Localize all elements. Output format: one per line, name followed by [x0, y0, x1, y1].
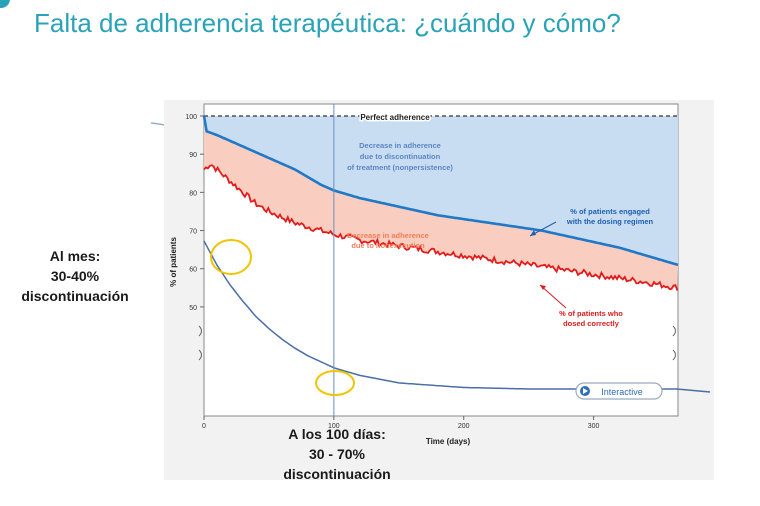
annotation-nonpersistence: of treatment (nonpersistence)	[347, 163, 453, 172]
y-tick-label: 60	[189, 267, 197, 274]
slide-title: Falta de adherencia terapéutica: ¿cuándo…	[34, 8, 621, 38]
annotation-dosed-series: dosed correctly	[563, 319, 620, 328]
x-tick-label: 200	[458, 423, 470, 430]
nonpersistence-area	[204, 116, 678, 265]
annotation-nonexecution: due to nonexecution	[351, 241, 425, 250]
annotation-nonpersistence: due to discontinuation	[360, 152, 441, 161]
interactive-label: Interactive	[601, 387, 643, 397]
y-tick-label: 90	[189, 152, 197, 159]
x-tick-label: 0	[202, 423, 206, 430]
x-axis-label: Time (days)	[426, 437, 471, 446]
note-month-line3: discontinuación	[21, 288, 129, 304]
note-month: Al mes: 30-40% discontinuación	[0, 246, 150, 306]
arrow-dosed	[539, 284, 567, 309]
arrow-engaged-head	[530, 230, 536, 236]
y-axis-label: % of patients	[169, 237, 178, 287]
y-tick-label: 50	[189, 305, 197, 312]
x-tick-label: 300	[588, 423, 600, 430]
annotation-nonpersistence: Decrease in adherence	[359, 141, 441, 150]
annotation-engaged-series: % of patients engaged	[570, 207, 650, 216]
y-tick-label: 80	[189, 190, 197, 197]
note-month-line2: 30-40%	[50, 268, 100, 284]
nonexecution-area	[204, 116, 678, 291]
perfect-adherence-label: Perfect adherence	[360, 113, 430, 122]
note-month-line1: Al mes:	[49, 248, 101, 264]
annotation-nonexecution: Decrease in adherence	[347, 231, 429, 240]
y-tick-label: 70	[189, 229, 197, 236]
y-tick-label: 100	[185, 114, 197, 121]
note-100-line2: 30 - 70%	[308, 446, 366, 462]
interactive-play-glyph	[583, 388, 588, 394]
note-100-line1: A los 100 días:	[288, 426, 386, 442]
note-100-days: A los 100 días: 30 - 70% discontinuación	[262, 424, 412, 484]
highlight-circle-100-days	[315, 370, 355, 396]
slide-corner-mark	[0, 0, 10, 8]
axis-break-upper	[198, 325, 676, 337]
axis-break-lower	[198, 349, 676, 361]
annotation-engaged-series: with the dosing regimen	[566, 217, 654, 226]
interactive-badge	[575, 382, 663, 400]
series-dosed-correctly-line	[203, 164, 679, 291]
highlight-circle-month	[210, 239, 252, 275]
note-100-line3: discontinuación	[283, 466, 391, 482]
arrow-dosed-head	[540, 285, 546, 290]
x-tick-label: 100	[328, 423, 340, 430]
annotation-dosed-series: % of patients who	[559, 309, 623, 318]
series-engaged-line	[202, 115, 679, 267]
